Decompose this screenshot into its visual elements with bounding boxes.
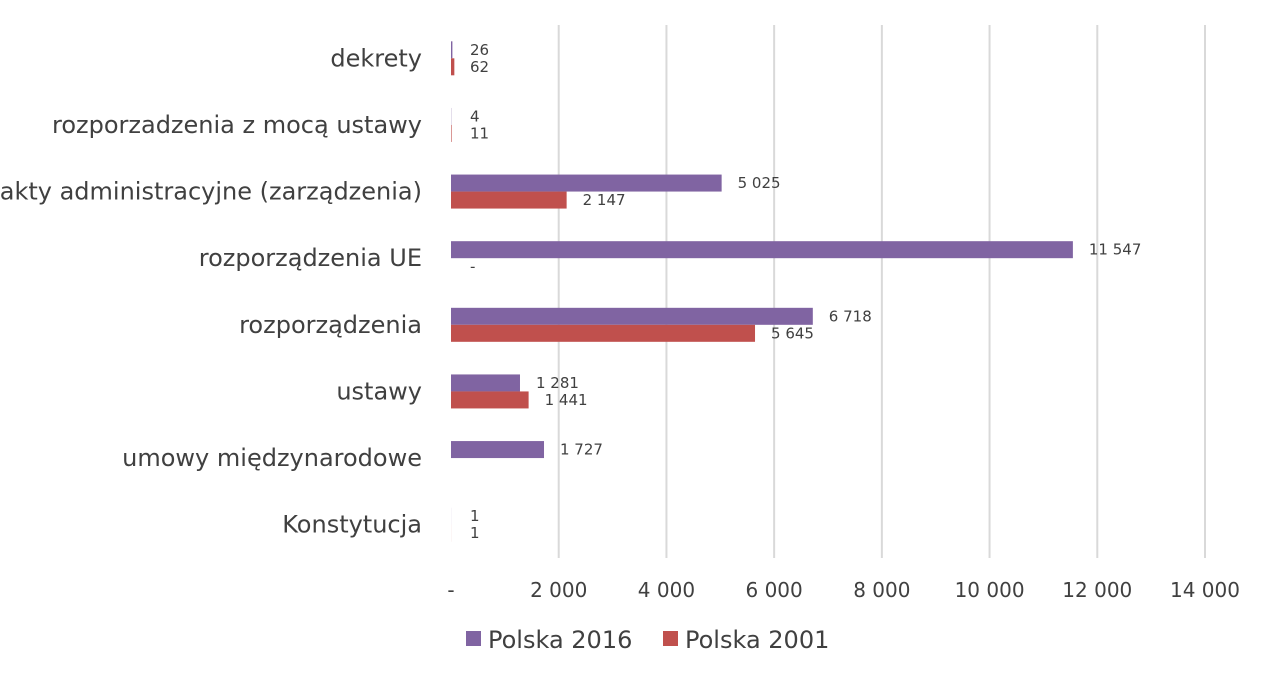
x-tick-label: 2 000 bbox=[530, 578, 587, 602]
category-label: Konstytucja bbox=[282, 511, 422, 539]
legend-label: Polska 2001 bbox=[685, 626, 829, 654]
x-tick-label: 4 000 bbox=[638, 578, 695, 602]
category-label: rozporządzenia bbox=[239, 311, 422, 339]
data-label: 1 bbox=[470, 507, 480, 525]
x-tick-label: - bbox=[447, 578, 454, 602]
category-labels: dekrety rozporzadzenia z mocą ustawy akty … bbox=[0, 44, 422, 538]
data-label: 1 281 bbox=[536, 374, 579, 392]
legend-swatch bbox=[466, 631, 481, 646]
x-tick-label: 8 000 bbox=[853, 578, 910, 602]
category-label: akty administracyjne (zarządzenia) bbox=[0, 178, 422, 206]
bar bbox=[451, 191, 567, 209]
data-label: 62 bbox=[470, 58, 489, 76]
bar bbox=[451, 174, 722, 192]
x-tick-label: 10 000 bbox=[955, 578, 1025, 602]
category-label: umowy międzynarodowe bbox=[122, 444, 422, 472]
x-tick-label: 6 000 bbox=[746, 578, 803, 602]
bar bbox=[451, 391, 529, 409]
data-label: 2 147 bbox=[583, 191, 626, 209]
data-label: 5 645 bbox=[771, 324, 814, 342]
data-label: 4 bbox=[470, 107, 480, 125]
bars bbox=[451, 41, 1073, 542]
bar bbox=[451, 374, 520, 392]
legend: Polska 2016 Polska 2001 bbox=[466, 626, 829, 654]
x-tick-label: 14 000 bbox=[1170, 578, 1240, 602]
data-label: 11 bbox=[470, 124, 489, 142]
category-label: dekrety bbox=[330, 44, 422, 72]
bar bbox=[451, 441, 545, 459]
category-label: ustawy bbox=[336, 377, 422, 405]
bar bbox=[451, 124, 452, 142]
bar bbox=[451, 41, 453, 59]
data-label: 1 bbox=[470, 524, 480, 542]
data-label: 1 727 bbox=[560, 441, 603, 459]
category-label: rozporządzenia UE bbox=[199, 244, 422, 272]
bar bbox=[451, 241, 1073, 259]
data-label: 26 bbox=[470, 41, 489, 59]
legend-swatch bbox=[663, 631, 678, 646]
data-label: - bbox=[470, 258, 475, 276]
bar bbox=[451, 324, 756, 342]
legend-label: Polska 2016 bbox=[488, 626, 632, 654]
data-label: 5 025 bbox=[738, 174, 781, 192]
category-label: rozporzadzenia z mocą ustawy bbox=[52, 111, 422, 139]
x-tick-label: 12 000 bbox=[1062, 578, 1132, 602]
gridlines bbox=[557, 25, 1206, 558]
data-label: 6 718 bbox=[829, 307, 872, 325]
x-axis-tick-labels: - 2 000 4 000 6 000 8 000 10 000 12 000 14 000 bbox=[447, 578, 1240, 602]
data-label: 11 547 bbox=[1089, 241, 1142, 259]
data-label: 1 441 bbox=[545, 391, 588, 409]
bar bbox=[451, 58, 455, 76]
bar bbox=[451, 307, 813, 325]
